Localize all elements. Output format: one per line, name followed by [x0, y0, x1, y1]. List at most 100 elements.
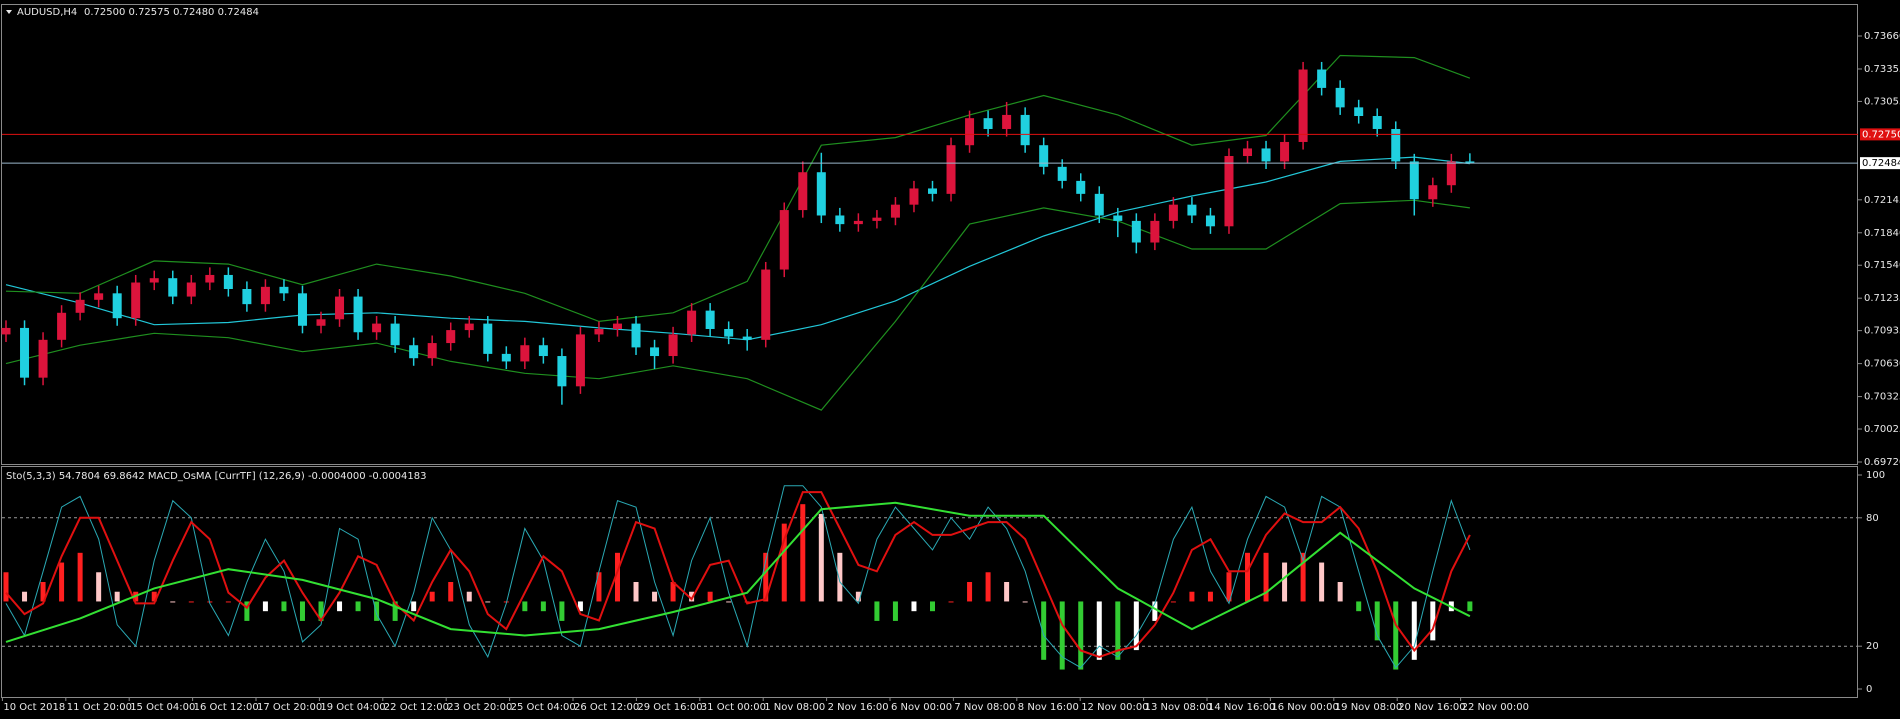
y-tick-label: 0.73055: [1864, 96, 1900, 107]
histogram-bar: [262, 601, 268, 612]
histogram-bar: [1152, 601, 1158, 621]
histogram-bar: [244, 601, 250, 621]
candle-body: [205, 274, 215, 283]
candle-body: [1150, 220, 1160, 243]
candle-body: [631, 323, 641, 348]
candle-body: [1280, 141, 1290, 162]
histogram-bar: [448, 582, 454, 602]
histogram-bar: [892, 601, 898, 621]
histogram-bar: [318, 601, 324, 621]
candle-body: [1094, 193, 1104, 216]
candle-body: [223, 274, 233, 290]
histogram-bar: [1059, 601, 1065, 670]
candle-body: [1409, 161, 1419, 200]
x-tick-label: 25 Oct 04:00: [511, 702, 576, 713]
candle-body: [446, 330, 456, 344]
sub-panel-frame: [1, 466, 1858, 698]
candle-body: [909, 188, 919, 205]
indicator-title: Sto(5,3,3) 54.7804 69.8642 MACD_OsMA [Cu…: [6, 471, 427, 482]
histogram-bar: [96, 572, 102, 602]
candle-body: [483, 323, 493, 354]
histogram-bar: [689, 591, 695, 602]
histogram-bar: [429, 591, 435, 602]
x-tick-label: 26 Oct 12:00: [574, 702, 639, 713]
candle-body: [557, 356, 567, 387]
histogram-bar: [633, 582, 639, 602]
candle-body: [853, 220, 863, 225]
candle-body: [131, 282, 141, 319]
histogram-bar: [1282, 562, 1288, 602]
x-tick-label: 22 Nov 00:00: [1462, 702, 1529, 713]
histogram-bar: [281, 601, 287, 612]
candle-body: [464, 323, 474, 331]
candle-body: [1057, 166, 1067, 181]
x-tick-label: 22 Oct 12:00: [384, 702, 449, 713]
histogram-bar: [948, 601, 954, 603]
histogram-bar: [911, 601, 917, 612]
histogram-bar: [837, 552, 843, 602]
histogram-bar: [374, 601, 380, 621]
histogram-bar: [485, 601, 491, 603]
candle-body: [928, 188, 937, 194]
histogram-bar: [1133, 601, 1139, 651]
candle-body: [353, 296, 363, 333]
histogram-bar: [614, 552, 620, 602]
histogram-bar: [707, 591, 713, 602]
y-tick-label: 0.70325: [1864, 392, 1900, 403]
candle-body: [1168, 204, 1178, 221]
x-tick-label: 14 Nov 16:00: [1208, 702, 1275, 713]
histogram-bar: [967, 582, 973, 602]
histogram-bar: [1263, 552, 1269, 602]
histogram-bar: [800, 504, 806, 602]
histogram-bar: [1170, 601, 1176, 603]
histogram-bar: [466, 591, 472, 602]
y-tick-label: 100: [1866, 470, 1885, 481]
ohlc-text: 0.72500 0.72575 0.72480 0.72484: [84, 7, 259, 18]
histogram-bar: [1078, 601, 1084, 670]
candle-body: [112, 293, 122, 319]
histogram-bar: [1430, 601, 1436, 641]
y-tick-label: 20: [1866, 641, 1879, 652]
x-tick-label: 23 Oct 20:00: [447, 702, 512, 713]
histogram-bar: [1041, 601, 1047, 660]
candle-body: [1002, 114, 1012, 129]
histogram-bar: [670, 582, 676, 602]
histogram-bar: [1226, 572, 1232, 602]
histogram-bar: [392, 601, 398, 621]
x-tick-label: 1 Nov 08:00: [764, 702, 825, 713]
x-tick-label: 29 Oct 16:00: [637, 702, 702, 713]
candle-body: [1391, 128, 1401, 162]
histogram-bar: [1374, 601, 1380, 641]
candle-body: [427, 343, 437, 359]
candle-body: [946, 145, 956, 194]
x-tick-label: 16 Oct 12:00: [194, 702, 259, 713]
histogram-bar: [855, 591, 861, 602]
histogram-bar: [522, 601, 528, 612]
histogram-bar: [577, 601, 583, 612]
main-panel-frame: [1, 4, 1858, 465]
x-tick-label: 16 Nov 00:00: [1271, 702, 1338, 713]
histogram-bar: [225, 601, 231, 603]
histogram-bar: [763, 552, 769, 602]
candle-body: [279, 286, 289, 294]
candle-body: [1205, 215, 1215, 227]
histogram-bar: [151, 591, 157, 602]
x-tick-label: 20 Nov 16:00: [1398, 702, 1465, 713]
candle-body: [242, 289, 252, 305]
histogram-bar: [40, 582, 46, 602]
symbol-title: AUDUSD,H4: [17, 7, 77, 18]
candle-body: [316, 319, 326, 326]
candle-body: [1224, 156, 1234, 227]
y-tick-label: 0.71235: [1864, 293, 1900, 304]
x-tick-label: 19 Nov 08:00: [1335, 702, 1402, 713]
menu-arrow[interactable]: [6, 10, 12, 14]
overlay-line: [5, 199, 1470, 411]
histogram-bar: [985, 572, 991, 602]
candle-body: [668, 334, 678, 357]
histogram-bar: [1207, 591, 1213, 602]
x-tick-label: 11 Oct 20:00: [67, 702, 132, 713]
